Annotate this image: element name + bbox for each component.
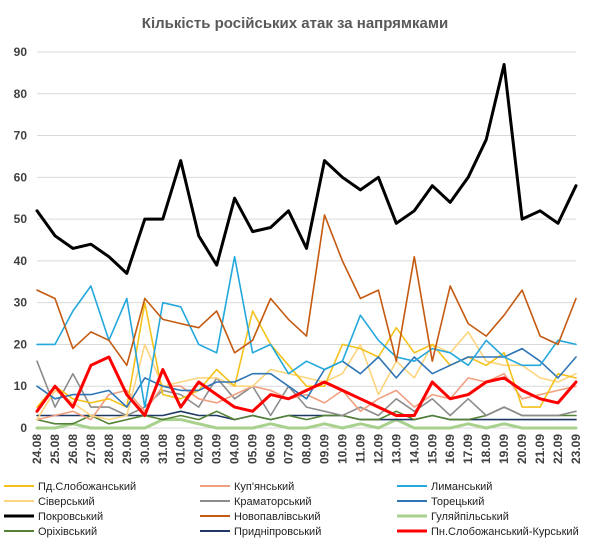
x-tick-label: 07.09 <box>282 434 296 464</box>
x-tick-label: 12.09 <box>371 434 385 464</box>
legend-label: Пд.Слобожанський <box>38 481 136 493</box>
y-tick-label: 60 <box>14 170 28 184</box>
x-tick-label: 27.08 <box>84 434 98 464</box>
x-tick-label: 04.09 <box>228 434 242 464</box>
x-tick-label: 31.08 <box>156 434 170 464</box>
x-tick-label: 03.09 <box>210 434 224 464</box>
x-axis: 24.08 25.08 26.08 27.08 28.08 29.08 30.08 31.08… <box>30 434 583 464</box>
legend-label: Сіверський <box>38 496 95 508</box>
x-tick-label: 15.09 <box>425 434 439 464</box>
legend-label: Новопавлівський <box>234 511 320 523</box>
series-line <box>35 63 578 275</box>
legend-label: Оріхівський <box>38 526 97 538</box>
x-tick-label: 22.09 <box>551 434 565 464</box>
series-line <box>36 347 577 408</box>
x-tick-label: 25.08 <box>48 434 62 464</box>
x-tick-label: 05.09 <box>246 434 260 464</box>
y-tick-label: 20 <box>14 337 28 351</box>
y-tick-label: 40 <box>14 254 28 268</box>
legend-label: Лиманський <box>431 481 492 493</box>
legend-label: Покровський <box>38 511 103 523</box>
y-tick-label: 50 <box>14 212 28 226</box>
x-tick-label: 16.09 <box>443 434 457 464</box>
legend: Пд.Слобожанський Куп'янський Лиманський Сів… <box>4 481 579 538</box>
x-tick-label: 21.09 <box>533 434 547 464</box>
legend-label: Придніпровський <box>234 526 321 538</box>
series-line <box>36 360 577 417</box>
series-line <box>35 418 578 430</box>
x-tick-label: 08.09 <box>300 434 314 464</box>
x-tick-label: 17.09 <box>461 434 475 464</box>
y-tick-label: 10 <box>14 379 28 393</box>
x-tick-label: 06.09 <box>264 434 278 464</box>
legend-label: Краматорський <box>234 496 312 508</box>
x-tick-label: 30.08 <box>138 434 152 464</box>
x-tick-label: 02.09 <box>192 434 206 464</box>
x-tick-label: 11.09 <box>353 434 367 464</box>
x-tick-label: 10.09 <box>335 434 349 464</box>
x-tick-label: 26.08 <box>66 434 80 464</box>
series-line <box>35 355 578 417</box>
x-tick-label: 28.08 <box>102 434 116 464</box>
series-line <box>36 255 577 408</box>
y-tick-label: 30 <box>14 296 28 310</box>
x-tick-label: 01.09 <box>174 434 188 464</box>
series-lines <box>35 63 578 430</box>
x-tick-label: 23.09 <box>569 434 583 464</box>
y-tick-label: 70 <box>14 129 28 143</box>
chart-title: Кількість російських атак за напрямками <box>142 15 448 32</box>
x-tick-label: 18.09 <box>479 434 493 464</box>
legend-label: Гуляйпільський <box>431 511 509 523</box>
x-tick-label: 13.09 <box>389 434 403 464</box>
legend-label: Пн.Слобожанський-Курський <box>431 526 579 538</box>
legend-label: Куп'янський <box>234 481 294 493</box>
x-tick-label: 19.09 <box>497 434 511 464</box>
y-axis: 0 10 20 30 40 50 60 70 80 90 <box>14 45 28 435</box>
y-tick-label: 80 <box>14 87 28 101</box>
series-line <box>36 331 577 421</box>
x-tick-label: 24.08 <box>30 434 44 464</box>
x-tick-label: 09.09 <box>317 434 331 464</box>
series-line <box>36 214 577 367</box>
legend-label: Торецький <box>431 496 484 508</box>
x-tick-label: 20.09 <box>515 434 529 464</box>
x-tick-label: 29.08 <box>120 434 134 464</box>
y-tick-label: 90 <box>14 45 28 59</box>
x-tick-label: 14.09 <box>407 434 421 464</box>
y-tick-label: 0 <box>20 421 27 435</box>
